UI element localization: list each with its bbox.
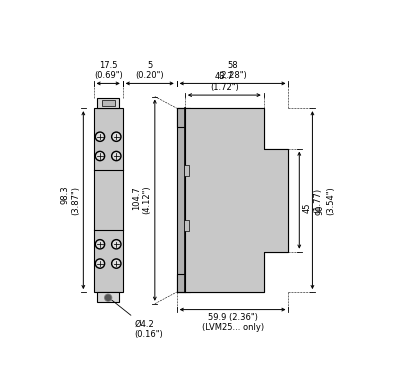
Bar bbox=[102, 100, 115, 106]
Circle shape bbox=[97, 260, 103, 267]
Text: 5
(0.20"): 5 (0.20") bbox=[136, 61, 164, 80]
Bar bbox=[97, 292, 119, 302]
Circle shape bbox=[95, 132, 105, 141]
Circle shape bbox=[111, 132, 121, 141]
Text: Ø4.2
(0.16"): Ø4.2 (0.16") bbox=[110, 299, 163, 339]
Text: 59.9 (2.36")
(LVM25... only): 59.9 (2.36") (LVM25... only) bbox=[201, 313, 264, 332]
Text: 104.7
(4.12"): 104.7 (4.12") bbox=[132, 186, 151, 215]
Circle shape bbox=[97, 133, 103, 140]
Circle shape bbox=[113, 133, 119, 140]
Bar bbox=[177, 108, 185, 292]
Bar bbox=[184, 220, 189, 232]
Circle shape bbox=[97, 153, 103, 159]
Circle shape bbox=[97, 241, 103, 247]
Circle shape bbox=[106, 295, 111, 300]
Circle shape bbox=[95, 240, 105, 249]
Text: 98.3
(3.87"): 98.3 (3.87") bbox=[60, 186, 80, 215]
Text: 58
(2.28"): 58 (2.28") bbox=[218, 61, 247, 80]
Circle shape bbox=[105, 294, 111, 301]
Bar bbox=[177, 274, 190, 292]
Bar bbox=[184, 165, 189, 176]
Circle shape bbox=[113, 260, 119, 267]
Text: 17.5
(0.69"): 17.5 (0.69") bbox=[94, 61, 123, 80]
Circle shape bbox=[111, 259, 121, 268]
Bar bbox=[177, 108, 190, 127]
Text: 90
(3.54"): 90 (3.54") bbox=[316, 186, 335, 215]
Polygon shape bbox=[185, 108, 288, 292]
Text: 43.7
(1.72"): 43.7 (1.72") bbox=[210, 72, 239, 92]
Circle shape bbox=[113, 153, 119, 159]
Circle shape bbox=[111, 151, 121, 161]
Bar bbox=[94, 108, 123, 292]
Circle shape bbox=[95, 259, 105, 268]
Text: 45
(1.77): 45 (1.77) bbox=[303, 188, 322, 213]
Circle shape bbox=[111, 240, 121, 249]
Bar bbox=[97, 98, 119, 108]
Circle shape bbox=[95, 151, 105, 161]
Circle shape bbox=[113, 241, 119, 247]
